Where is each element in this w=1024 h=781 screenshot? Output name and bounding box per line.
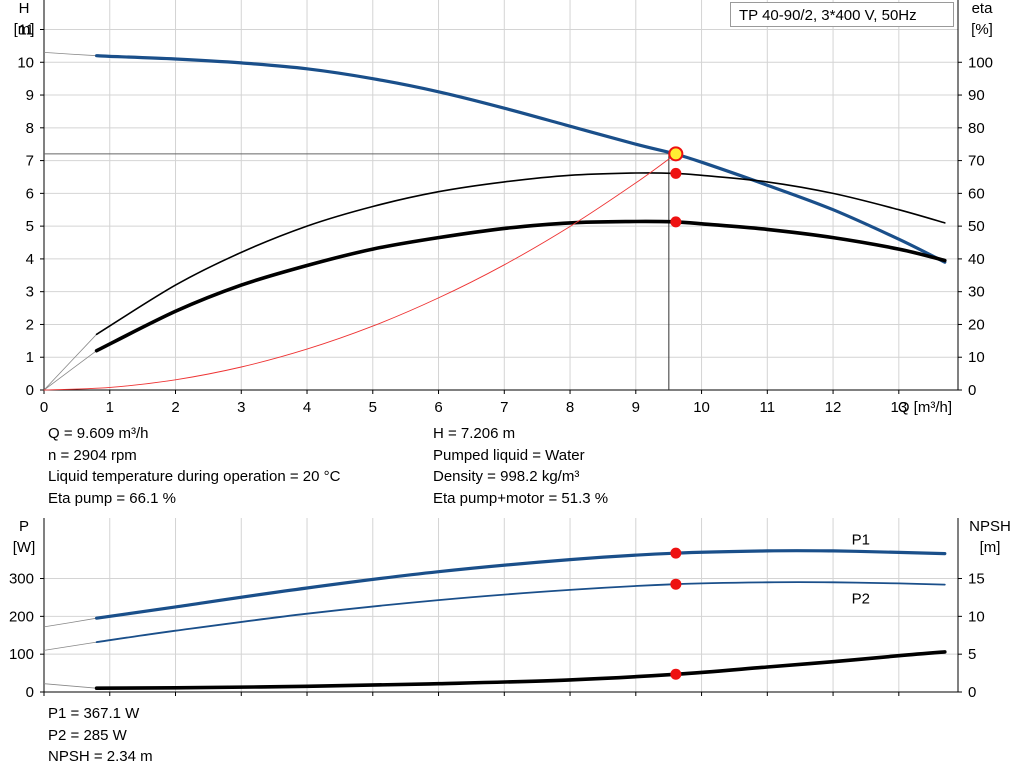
curve-extension xyxy=(43,334,97,391)
y-right-axis-title: eta xyxy=(972,0,994,17)
duty-point-p2 xyxy=(670,578,682,590)
y-left-axis-unit: [W] xyxy=(13,539,36,556)
series-label-p1: P1 xyxy=(852,532,870,549)
info-eta-pump: Eta pump = 66.1 % xyxy=(48,489,176,507)
series-line-eta-pump xyxy=(95,172,946,336)
info-eta-total: Eta pump+motor = 51.3 % xyxy=(433,489,609,507)
x-tick-label: 11 xyxy=(760,399,776,416)
y-right-tick-label: 50 xyxy=(968,218,985,235)
y-right-tick-label: 80 xyxy=(968,120,985,137)
x-tick-label: 9 xyxy=(632,399,640,416)
curve-extension xyxy=(43,641,97,651)
series-line-p2 xyxy=(95,581,946,643)
info-density: Density = 998.2 kg/m³ xyxy=(433,468,580,485)
info-p1: P1 = 367.1 W xyxy=(48,705,140,722)
info-liquid: Pumped liquid = Water xyxy=(433,446,585,464)
info-liquid-temp: Liquid temperature during operation = 20… xyxy=(48,468,341,485)
y-left-tick-label: 0 xyxy=(26,382,34,399)
duty-point-head xyxy=(668,146,684,162)
info-speed: n = 2904 rpm xyxy=(48,446,137,464)
curve-extension xyxy=(43,617,97,628)
x-tick-label: 5 xyxy=(369,399,377,416)
x-tick-label: 13 xyxy=(890,399,907,416)
curve-extension xyxy=(43,52,97,57)
y-right-axis-title: NPSH xyxy=(969,518,1011,535)
y-left-tick-label: 11 xyxy=(18,21,34,38)
y-left-axis-title: H xyxy=(19,0,30,17)
x-tick-label: 12 xyxy=(825,399,842,416)
y-left-axis-title: P xyxy=(19,518,29,535)
y-left-tick-label: 0 xyxy=(26,684,34,701)
y-left-tick-label: 10 xyxy=(17,54,34,71)
y-left-tick-label: 6 xyxy=(26,185,34,202)
y-left-tick-label: 5 xyxy=(26,218,34,235)
y-right-tick-label: 60 xyxy=(968,185,985,202)
series-line-system-curve xyxy=(43,153,677,391)
y-left-tick-label: 1 xyxy=(26,349,34,366)
y-left-tick-label: 3 xyxy=(26,284,34,301)
series-label-p2: P2 xyxy=(852,591,870,608)
y-right-tick-label: 100 xyxy=(968,54,993,71)
duty-point-eta-pump xyxy=(670,167,682,179)
x-tick-label: 6 xyxy=(434,399,442,416)
curve-extension xyxy=(43,350,97,391)
pump-model-label: TP 40-90/2, 3*400 V, 50Hz xyxy=(730,2,954,27)
x-tick-label: 10 xyxy=(693,399,710,416)
duty-point-p1 xyxy=(670,547,682,559)
y-right-tick-label: 30 xyxy=(968,284,985,301)
y-right-tick-label: 15 xyxy=(968,571,985,588)
series-line-npsh xyxy=(94,650,947,690)
y-right-tick-label: 5 xyxy=(968,646,976,663)
duty-point-eta-total xyxy=(670,216,682,228)
x-tick-label: 8 xyxy=(566,399,574,416)
duty-info-right: H = 7.206 m Pumped liquid = Water Densit… xyxy=(433,423,608,509)
duty-point-npsh xyxy=(670,668,682,680)
y-left-tick-label: 300 xyxy=(9,571,34,588)
info-flow: Q = 9.609 m³/h xyxy=(48,425,149,442)
info-p2: P2 = 285 W xyxy=(48,726,127,744)
x-tick-label: 7 xyxy=(500,399,508,416)
chart-panel-2 xyxy=(40,518,962,696)
y-left-axis-unit: [m] xyxy=(14,21,35,38)
y-left-tick-label: 4 xyxy=(26,251,34,268)
series-line-eta-pump-motor xyxy=(94,219,947,353)
chart-panel-1 xyxy=(40,0,962,394)
duty-info-left: Q = 9.609 m³/h n = 2904 rpm Liquid tempe… xyxy=(48,423,340,509)
y-right-tick-label: 20 xyxy=(968,316,985,333)
series-line-p1 xyxy=(95,549,947,620)
y-left-tick-label: 9 xyxy=(26,87,34,104)
y-right-tick-label: 70 xyxy=(968,153,985,170)
x-tick-label: 2 xyxy=(171,399,179,416)
x-tick-label: 3 xyxy=(237,399,245,416)
y-left-tick-label: 8 xyxy=(26,120,34,137)
y-left-tick-label: 7 xyxy=(26,153,34,170)
curve-extension xyxy=(43,683,97,689)
x-axis-title: Q [m³/h] xyxy=(898,399,952,416)
y-right-tick-label: 0 xyxy=(968,684,976,701)
power-info: P1 = 367.1 W P2 = 285 W NPSH = 2.34 m xyxy=(48,703,153,768)
x-tick-label: 1 xyxy=(106,399,114,416)
y-right-tick-label: 10 xyxy=(968,349,985,366)
x-tick-label: 4 xyxy=(303,399,311,416)
y-right-axis-unit: [m] xyxy=(980,539,1001,556)
info-npsh: NPSH = 2.34 m xyxy=(48,748,153,765)
y-right-tick-label: 40 xyxy=(968,251,985,268)
y-right-tick-label: 90 xyxy=(968,87,985,104)
y-left-tick-label: 200 xyxy=(9,608,34,625)
y-left-tick-label: 2 xyxy=(26,316,34,333)
y-left-tick-label: 100 xyxy=(9,646,34,663)
y-right-axis-unit: [%] xyxy=(971,21,993,38)
info-head: H = 7.206 m xyxy=(433,425,516,442)
y-right-tick-label: 10 xyxy=(968,608,985,625)
series-line-h xyxy=(95,54,947,264)
y-right-tick-label: 0 xyxy=(968,382,976,399)
x-tick-label: 0 xyxy=(40,399,48,416)
